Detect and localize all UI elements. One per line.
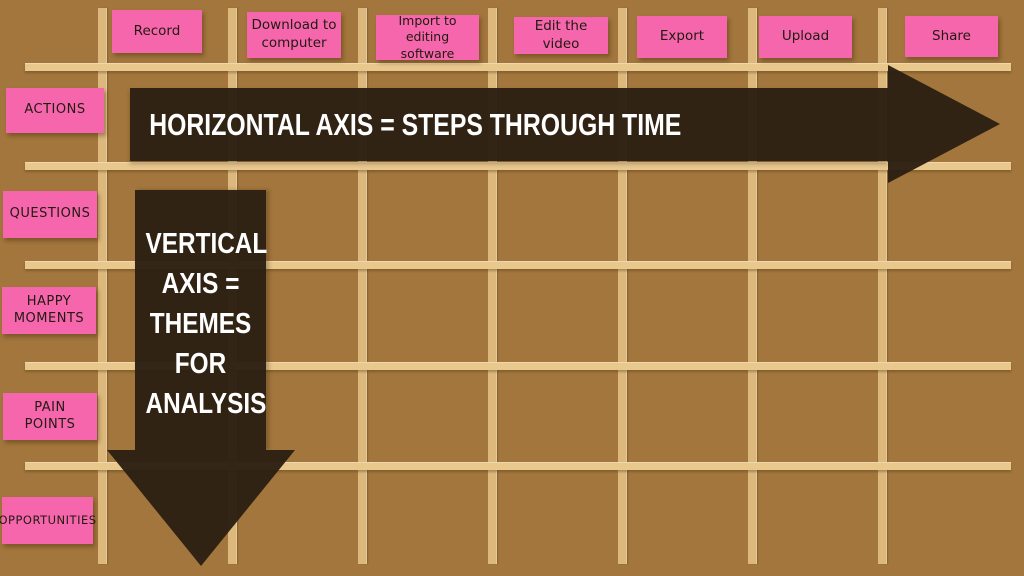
sticky-note-step-share[interactable]: Share [905, 16, 998, 57]
sticky-note-theme-opportunities[interactable]: OPPORTUNITIES [0, 497, 96, 544]
sticky-note-step-import[interactable]: Import to editing software [376, 13, 479, 61]
sticky-note-label: QUESTIONS [9, 206, 91, 222]
sticky-note-theme-happy-moments[interactable]: HAPPY MOMENTS [2, 287, 96, 334]
grid-tape-vertical [488, 8, 497, 564]
sticky-note-step-export[interactable]: Export [637, 16, 727, 58]
sticky-note-label: PAIN POINTS [24, 399, 76, 432]
sticky-note-theme-actions[interactable]: ACTIONS [6, 88, 104, 133]
horizontal-axis-label: HORIZONTAL AXIS = STEPS THROUGH TIME [149, 106, 682, 142]
grid-tape-vertical [878, 8, 887, 564]
grid-tape-horizontal [25, 362, 1011, 370]
grid-tape-vertical [98, 8, 107, 564]
grid-tape-vertical [358, 8, 367, 564]
grid-tape-horizontal [25, 462, 1011, 470]
vertical-axis-arrowhead-icon [107, 450, 295, 566]
sticky-note-label: Import to editing software [398, 13, 457, 61]
horizontal-axis-arrowhead-icon [888, 65, 1000, 183]
sticky-note-label: Record [133, 22, 181, 39]
sticky-note-step-download[interactable]: Download to computer [247, 12, 341, 58]
sticky-note-label: OPPORTUNITIES [0, 513, 97, 528]
sticky-note-step-edit[interactable]: Edit the video [514, 17, 608, 54]
sticky-note-label: ACTIONS [24, 102, 86, 118]
grid-tape-vertical [618, 8, 627, 564]
grid-tape-horizontal [25, 261, 1011, 269]
grid-tape-horizontal [25, 63, 1011, 71]
sticky-note-step-upload[interactable]: Upload [759, 16, 852, 58]
sticky-note-label: Download to computer [251, 17, 337, 51]
vertical-axis-label: VERTICAL AXIS = THEMES FOR ANALYSIS [145, 228, 268, 420]
sticky-note-label: Share [932, 27, 971, 44]
sticky-note-step-record[interactable]: Record [112, 10, 202, 53]
sticky-note-label: Export [659, 28, 705, 45]
grid-tape-vertical [748, 8, 757, 564]
horizontal-axis-arrow: HORIZONTAL AXIS = STEPS THROUGH TIME [130, 88, 888, 161]
vertical-axis-arrow: VERTICAL AXIS = THEMES FOR ANALYSIS [135, 190, 268, 450]
sticky-note-label: Upload [781, 28, 830, 45]
sticky-note-theme-questions[interactable]: QUESTIONS [3, 191, 97, 238]
sticky-note-label: HAPPY MOMENTS [13, 293, 85, 326]
grid-tape-horizontal [25, 162, 1011, 170]
sticky-note-label: Edit the video [534, 17, 588, 52]
sticky-note-theme-pain-points[interactable]: PAIN POINTS [3, 393, 97, 440]
